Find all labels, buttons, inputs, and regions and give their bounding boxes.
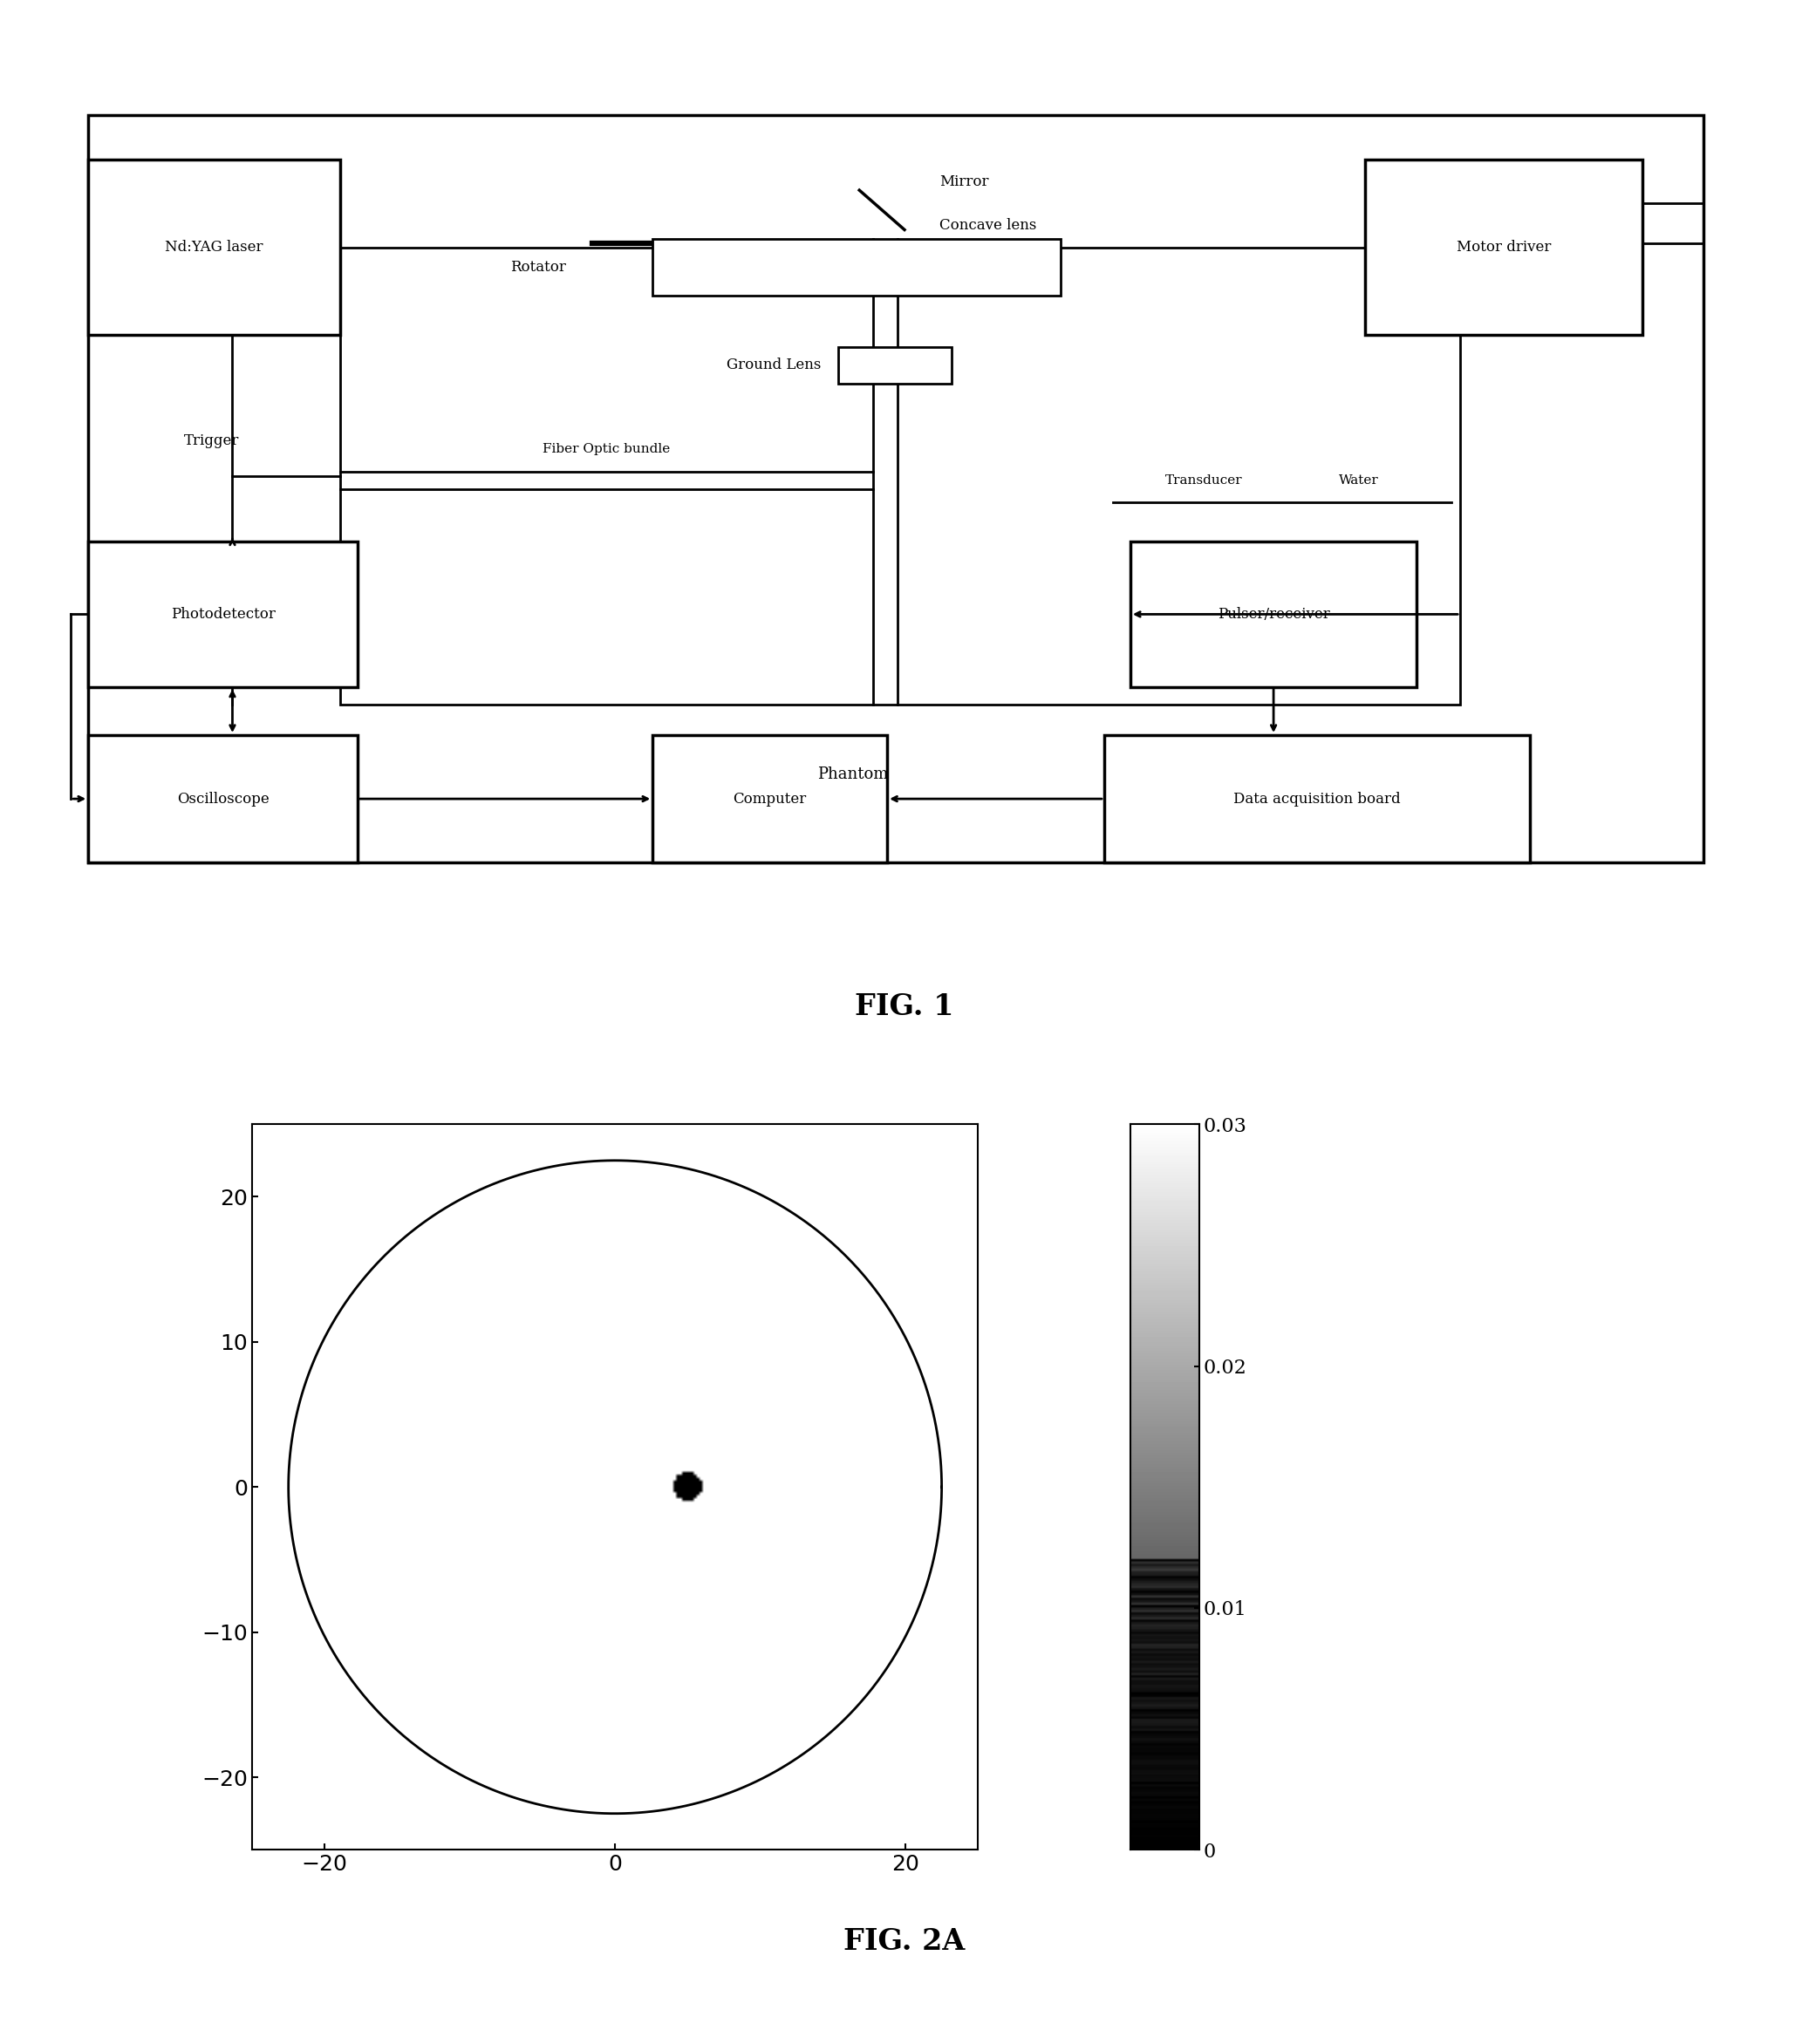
Bar: [653, 239, 1060, 296]
Text: Trigger: Trigger: [185, 433, 239, 448]
Text: Concave lens: Concave lens: [939, 219, 1037, 233]
Text: Nd:YAG laser: Nd:YAG laser: [165, 239, 264, 256]
Text: Mirror: Mirror: [939, 174, 988, 188]
Text: Transducer: Transducer: [1165, 474, 1243, 486]
Text: Pulser/receiver: Pulser/receiver: [1217, 607, 1330, 621]
Text: Phantom: Phantom: [818, 766, 888, 783]
Text: Motor driver: Motor driver: [1456, 239, 1550, 256]
Text: Rotator: Rotator: [510, 260, 566, 274]
Bar: [839, 347, 952, 384]
Text: Ground Lens: Ground Lens: [727, 358, 821, 372]
Text: FIG. 2A: FIG. 2A: [843, 1927, 966, 1956]
Bar: [1364, 159, 1643, 335]
Bar: [1103, 736, 1530, 863]
Bar: [89, 159, 340, 335]
Bar: [89, 736, 358, 863]
Text: Water: Water: [1339, 474, 1378, 486]
Bar: [89, 117, 1704, 863]
Text: Data acquisition board: Data acquisition board: [1234, 791, 1400, 805]
Bar: [89, 542, 358, 687]
Text: Photodetector: Photodetector: [170, 607, 275, 621]
Bar: [1131, 542, 1416, 687]
Text: Oscilloscope: Oscilloscope: [177, 791, 270, 805]
Text: FIG. 1: FIG. 1: [856, 991, 953, 1022]
Text: Computer: Computer: [733, 791, 807, 805]
Text: Fiber Optic bundle: Fiber Optic bundle: [543, 444, 671, 456]
Bar: [653, 736, 886, 863]
Bar: [340, 247, 1460, 705]
